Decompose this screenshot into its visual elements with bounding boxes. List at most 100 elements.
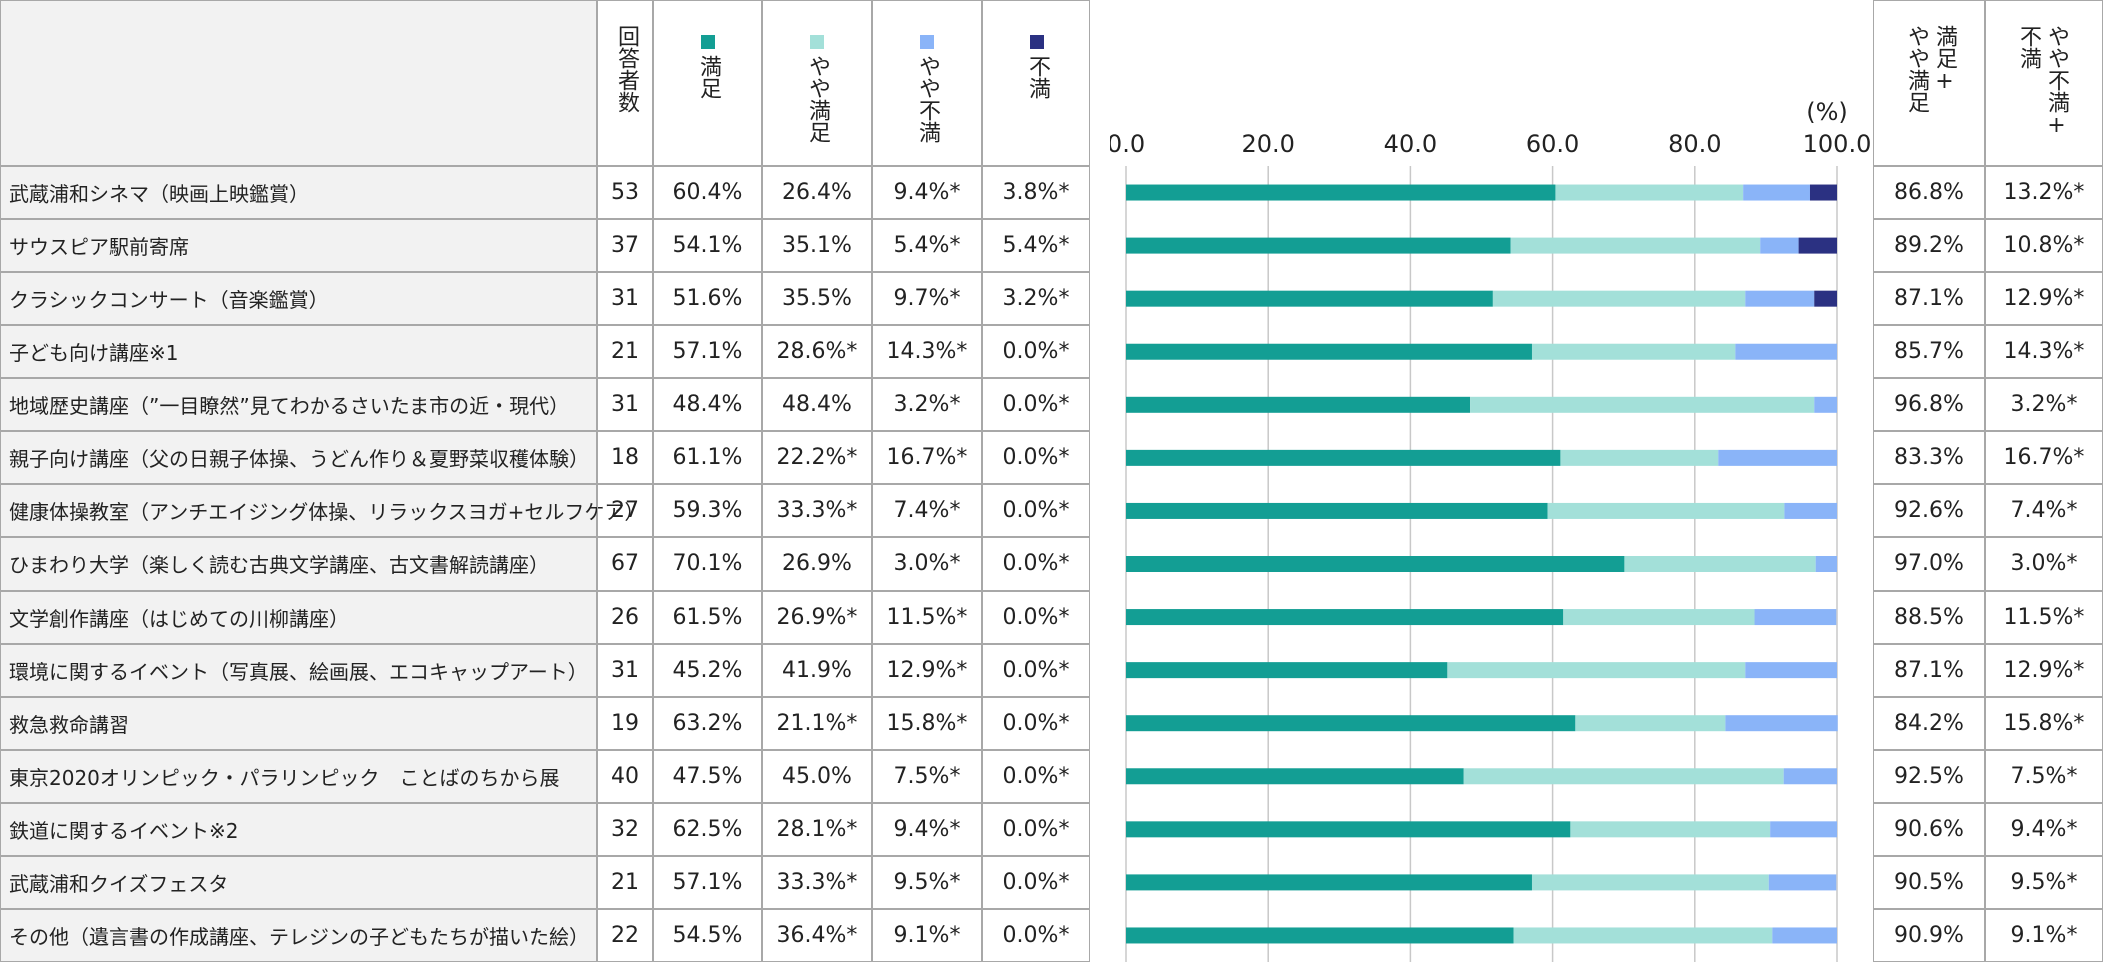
bar-segment — [1745, 290, 1815, 307]
sum-cell: 3.2%* — [1985, 378, 2103, 432]
value-cell: 9.7%* — [872, 272, 982, 326]
value-cell: 28.6%* — [762, 325, 872, 379]
bar-segment — [1555, 184, 1744, 201]
value-cell: 59.3% — [653, 484, 762, 538]
row-count: 32 — [597, 802, 653, 856]
legend-swatch — [1030, 35, 1044, 49]
value-cell: 5.4%* — [982, 219, 1090, 273]
value-cell: 9.1%* — [872, 908, 982, 962]
row-label: 文学創作講座（はじめての川柳講座） — [0, 590, 597, 644]
header-cell: やや不満+ 不満 — [1985, 0, 2103, 166]
row-label: ひまわり大学（楽しく読む古典文学講座、古文書解読講座） — [0, 537, 597, 591]
bar-segment — [1126, 449, 1561, 466]
bar-segment — [1735, 343, 1837, 360]
row-count: 26 — [597, 590, 653, 644]
bar-segment — [1126, 343, 1532, 360]
sum-cell: 10.8%* — [1985, 219, 2103, 273]
value-cell: 21.1%* — [762, 696, 872, 750]
sum-cell: 7.4%* — [1985, 484, 2103, 538]
x-tick-label: 60.0 — [1526, 130, 1579, 158]
sum-cell: 12.9%* — [1985, 272, 2103, 326]
value-cell: 36.4%* — [762, 908, 872, 962]
sum-cell: 97.0% — [1873, 537, 1985, 591]
row-count: 21 — [597, 325, 653, 379]
x-tick-label: 80.0 — [1668, 130, 1721, 158]
value-cell: 41.9% — [762, 643, 872, 697]
bar-segment — [1126, 874, 1532, 891]
unit-label: (%) — [1806, 98, 1848, 126]
row-count: 22 — [597, 908, 653, 962]
bar-segment — [1510, 237, 1761, 254]
sum-cell: 83.3% — [1873, 431, 1985, 485]
bar-segment — [1126, 184, 1556, 201]
legend-swatch — [810, 35, 824, 49]
sum-cell: 16.7%* — [1985, 431, 2103, 485]
row-label: 健康体操教室（アンチエイジング体操、リラックスヨガ+セルフケア） — [0, 484, 644, 538]
row-label: クラシックコンサート（音楽鑑賞） — [0, 272, 597, 326]
row-count: 31 — [597, 643, 653, 697]
header-text: 回答者数 — [614, 25, 639, 113]
row-label: 子ども向け講座※1 — [0, 325, 597, 379]
bar-segment — [1814, 396, 1837, 413]
value-cell: 12.9%* — [872, 643, 982, 697]
bar-segment — [1745, 662, 1837, 679]
bar-segment — [1531, 874, 1769, 891]
value-cell: 3.2%* — [982, 272, 1090, 326]
bar-segment — [1126, 609, 1564, 626]
value-cell: 28.1%* — [762, 802, 872, 856]
bar-segment — [1760, 237, 1799, 254]
bar-segment — [1126, 715, 1576, 732]
header-text: 満足+ やや満足 — [1904, 25, 1957, 113]
bar-segment — [1814, 290, 1837, 307]
value-cell: 26.9%* — [762, 590, 872, 644]
value-cell: 54.1% — [653, 219, 762, 273]
bar-segment — [1718, 449, 1837, 466]
bar-segment — [1463, 768, 1784, 785]
bar-segment — [1126, 237, 1511, 254]
value-cell: 51.6% — [653, 272, 762, 326]
bar-segment — [1784, 502, 1837, 519]
value-cell: 3.0%* — [872, 537, 982, 591]
sum-cell: 85.7% — [1873, 325, 1985, 379]
sum-cell: 9.4%* — [1985, 802, 2103, 856]
sum-cell: 14.3%* — [1985, 325, 2103, 379]
bar-segment — [1815, 556, 1837, 572]
bar-segment — [1531, 343, 1736, 360]
bar-segment — [1126, 927, 1514, 944]
value-cell: 35.1% — [762, 219, 872, 273]
value-cell: 16.7%* — [872, 431, 982, 485]
value-cell: 62.5% — [653, 802, 762, 856]
value-cell: 3.8%* — [982, 166, 1090, 220]
x-tick-label: 100.0 — [1803, 130, 1872, 158]
value-cell: 70.1% — [653, 537, 762, 591]
header-cell: 満足+ やや満足 — [1873, 0, 1985, 166]
bar-segment — [1560, 449, 1719, 466]
value-cell: 61.5% — [653, 590, 762, 644]
sum-cell: 12.9%* — [1985, 643, 2103, 697]
value-cell: 0.0%* — [982, 325, 1090, 379]
legend-label: 満足 — [696, 55, 721, 99]
row-count: 31 — [597, 272, 653, 326]
header-cell: 不満 — [982, 0, 1090, 166]
bar-segment — [1783, 768, 1837, 785]
sum-cell: 86.8% — [1873, 166, 1985, 220]
value-cell: 35.5% — [762, 272, 872, 326]
legend-label: やや不満 — [915, 55, 940, 143]
bar-segment — [1798, 237, 1837, 254]
bar-segment — [1126, 556, 1625, 572]
value-cell: 15.8%* — [872, 696, 982, 750]
legend-swatch — [920, 35, 934, 49]
header-text: やや不満+ 不満 — [2016, 25, 2069, 138]
bar-segment — [1492, 290, 1746, 307]
row-label: 親子向け講座（父の日親子体操、うどん作り＆夏野菜収穫体験） — [0, 431, 597, 485]
value-cell: 0.0%* — [982, 537, 1090, 591]
sum-cell: 9.5%* — [1985, 855, 2103, 909]
value-cell: 48.4% — [762, 378, 872, 432]
value-cell: 14.3%* — [872, 325, 982, 379]
value-cell: 7.4%* — [872, 484, 982, 538]
row-count: 37 — [597, 219, 653, 273]
sum-cell: 88.5% — [1873, 590, 1985, 644]
row-label: 鉄道に関するイベント※2 — [0, 802, 597, 856]
row-count: 18 — [597, 431, 653, 485]
sum-cell: 87.1% — [1873, 643, 1985, 697]
